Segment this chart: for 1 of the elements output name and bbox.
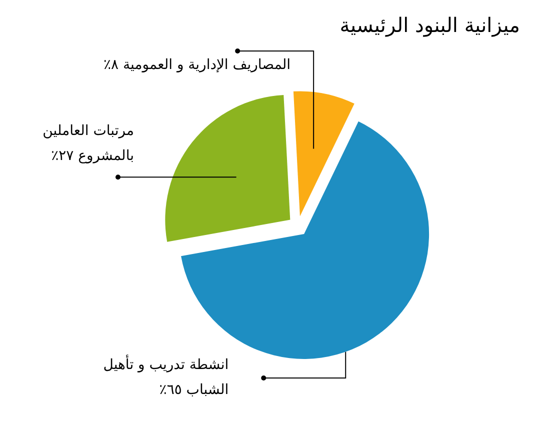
title: ميزانية البنود الرئيسية <box>340 13 520 37</box>
